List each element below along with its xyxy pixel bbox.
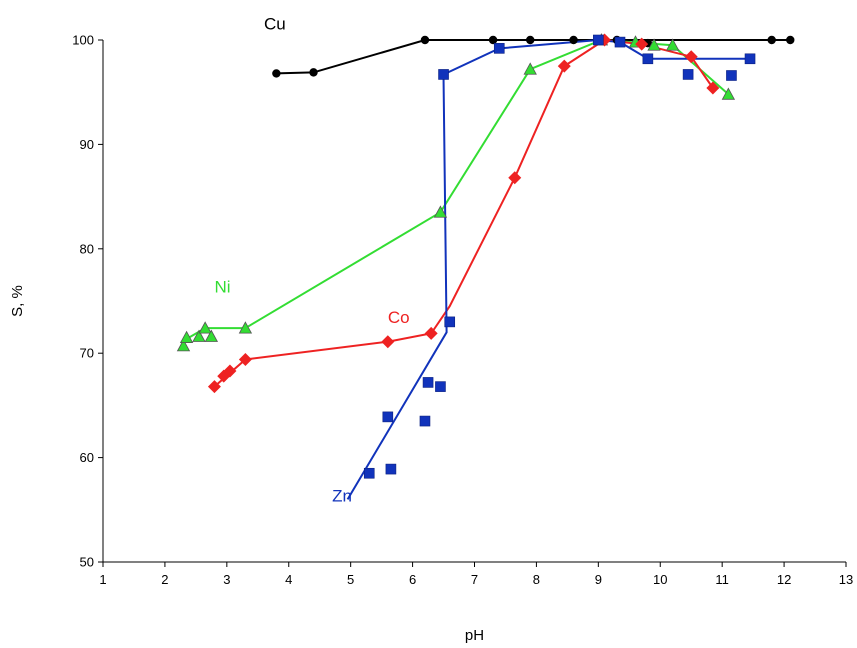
y-axis-title: S, % (9, 285, 26, 317)
data-point-co (684, 50, 698, 64)
x-tick-label: 4 (285, 572, 292, 587)
x-tick-label: 8 (533, 572, 540, 587)
data-point-co (381, 335, 395, 349)
data-point-zn (682, 69, 694, 80)
data-point-zn (642, 53, 654, 65)
x-tick-label: 7 (471, 572, 478, 587)
data-point-zn (422, 377, 434, 388)
data-point-zn (385, 463, 397, 475)
data-point-ni (198, 321, 212, 334)
data-point-zn (444, 316, 456, 328)
data-point-zn (726, 70, 737, 81)
data-point-ni (192, 329, 206, 342)
data-point-co (424, 326, 438, 340)
series-markers (176, 33, 795, 479)
data-point-ni (721, 87, 736, 100)
x-tick-label: 13 (839, 572, 853, 587)
x-axis-title: pH (465, 627, 484, 644)
y-tick-label: 70 (80, 346, 94, 361)
x-tick-label: 12 (777, 572, 791, 587)
data-point-co (223, 364, 237, 378)
series-line-co (213, 38, 714, 388)
data-point-co (557, 59, 571, 73)
data-point-zn (614, 36, 626, 48)
x-tick-label: 2 (161, 572, 168, 587)
x-tick-label: 9 (595, 572, 602, 587)
data-point-cu (272, 69, 281, 78)
series-label-zn: Zn (332, 486, 352, 505)
data-point-cu (569, 35, 578, 45)
data-point-co (238, 352, 252, 366)
data-point-ni (665, 38, 680, 51)
series-label-cu: Cu (264, 15, 286, 34)
data-point-co (508, 171, 522, 185)
series-line-zn (346, 38, 750, 500)
x-tick-label: 10 (653, 572, 667, 587)
data-point-co (207, 380, 221, 394)
y-tick-label: 90 (80, 137, 94, 152)
data-point-zn (435, 381, 446, 392)
data-point-ni (179, 330, 194, 343)
data-point-ni (238, 321, 253, 334)
data-point-ni (433, 205, 448, 218)
x-tick-label: 6 (409, 572, 416, 587)
data-point-co (706, 81, 720, 95)
data-point-zn (382, 411, 394, 423)
data-point-zn (744, 53, 756, 65)
data-point-zn (593, 34, 604, 46)
data-point-cu (526, 35, 535, 45)
x-tick-label: 3 (223, 572, 230, 587)
x-tick-label: 5 (347, 572, 354, 587)
y-tick-label: 60 (80, 450, 94, 465)
data-point-zn (419, 415, 431, 427)
data-point-cu (420, 35, 430, 45)
y-tick-label: 50 (80, 555, 94, 570)
data-point-cu (786, 35, 795, 45)
x-tick-label: 11 (715, 572, 729, 587)
data-point-ni (523, 62, 537, 75)
data-point-cu (767, 35, 776, 45)
y-tick-label: 80 (80, 241, 94, 256)
data-point-co (635, 37, 649, 51)
data-point-ni (647, 38, 661, 51)
data-point-cu (488, 35, 498, 45)
series-line-ni (182, 38, 730, 342)
series-label-ni: Ni (214, 278, 230, 297)
data-point-zn (363, 467, 375, 479)
data-point-ni (204, 329, 219, 342)
series-labels: Cu Ni Co Zn (214, 15, 409, 506)
data-point-cu (309, 68, 318, 77)
series-lines (182, 38, 791, 500)
data-point-ni (176, 339, 191, 352)
data-point-zn (438, 69, 449, 80)
y-tick-label: 100 (72, 33, 94, 48)
x-tick-label: 1 (99, 572, 106, 587)
data-point-zn (493, 43, 505, 54)
series-label-co: Co (388, 308, 410, 327)
